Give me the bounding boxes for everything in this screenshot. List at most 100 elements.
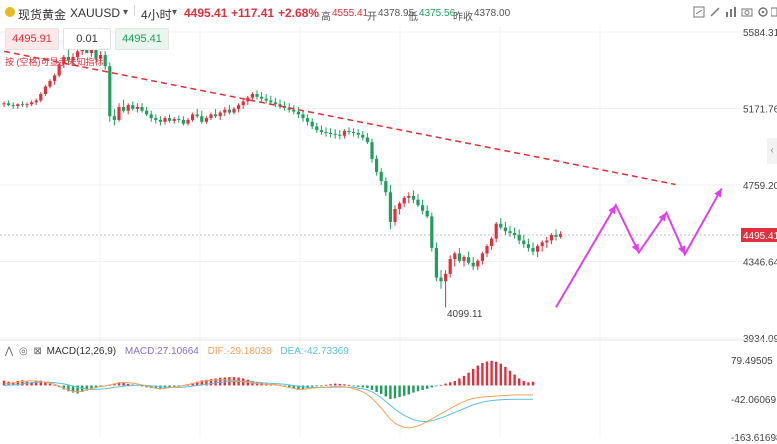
symbol-dropdown-icon[interactable]: ▾ xyxy=(123,7,129,18)
candle-body xyxy=(398,203,402,209)
settings-small-icon[interactable]: ⊠ xyxy=(33,346,42,357)
macd-bar xyxy=(85,385,88,391)
macd-bar xyxy=(403,385,406,396)
sell-button[interactable]: 4495.91 xyxy=(5,28,59,50)
candle-body xyxy=(306,118,310,122)
timeframe-selector[interactable]: 4小时 xyxy=(141,8,172,22)
macd-bar xyxy=(490,360,493,386)
macd-bar xyxy=(173,385,176,387)
macd-bar xyxy=(393,385,397,399)
macd-bar xyxy=(518,378,521,386)
macd-bar xyxy=(352,385,355,387)
expand-panel-chevron-icon[interactable]: ‹ xyxy=(767,138,777,164)
macd-label: MACD: xyxy=(124,346,158,357)
lot-value: 0.01 xyxy=(76,33,98,45)
candle-body xyxy=(43,86,47,94)
timeframe-dropdown-icon[interactable]: ▾ xyxy=(172,7,178,18)
candle-body xyxy=(57,64,61,76)
candle-body xyxy=(508,231,512,234)
candle-body xyxy=(338,134,342,136)
collapse-icon[interactable]: ⋀ xyxy=(5,346,14,357)
candle-body xyxy=(287,107,291,110)
macd-bar xyxy=(347,384,351,386)
top-bar: 现货黄金 XAUUSD ▾ | 4小时 ▾ 4495.41 +117.41 +2… xyxy=(0,0,777,26)
candle-body xyxy=(39,93,43,101)
candle-body xyxy=(209,114,213,119)
candle-body xyxy=(30,102,34,105)
low-annotation: 4099.11 xyxy=(447,309,483,320)
macd-bar xyxy=(113,383,116,386)
macd-bar xyxy=(44,381,47,386)
candle-body xyxy=(140,106,144,111)
open-value: 4378.95 xyxy=(378,8,415,19)
candle-body xyxy=(264,98,268,101)
indicator-icon[interactable] xyxy=(724,6,738,20)
candle-body xyxy=(517,234,521,241)
symbol-code[interactable]: XAUUSD xyxy=(70,6,121,20)
candle-body xyxy=(278,104,282,107)
macd-bar xyxy=(481,363,484,386)
dea-label: DEA: xyxy=(280,346,304,357)
lot-input[interactable]: 0.01 xyxy=(63,28,111,50)
camera-icon[interactable] xyxy=(740,6,754,20)
dif-line xyxy=(3,379,533,429)
candle-body xyxy=(241,101,245,106)
macd-bar xyxy=(214,378,217,386)
candle-body xyxy=(158,119,162,122)
candle-body xyxy=(559,233,563,237)
candle-body xyxy=(388,192,392,222)
symbol-name[interactable]: 现货黄金 xyxy=(18,8,67,22)
buy-button[interactable]: 4495.41 xyxy=(115,28,169,50)
draw-icon[interactable] xyxy=(708,6,722,20)
candle-body xyxy=(361,134,365,138)
macd-bar xyxy=(430,385,433,388)
price-change: +117.41 xyxy=(231,6,275,20)
candle-body xyxy=(103,55,107,67)
macd-lines xyxy=(3,379,534,429)
macd-header: ⋀ ◎ ⊠ MACD(12,26,9) MACD:27.10664 DIF:-2… xyxy=(5,346,349,357)
macd-bar xyxy=(16,381,19,386)
macd-bar xyxy=(2,380,6,386)
hint-text: 按 (空格)可显示未知指标 xyxy=(5,57,104,67)
candle-body xyxy=(154,118,158,120)
macd-bar xyxy=(384,385,387,397)
macd-bar xyxy=(513,374,516,386)
candle-body xyxy=(522,240,526,245)
low-label: 低 xyxy=(408,12,418,23)
macd-bar xyxy=(191,382,194,386)
macd-bar xyxy=(504,366,507,386)
macd-bar xyxy=(329,384,332,386)
projection-arrowhead xyxy=(608,205,616,215)
candle-body xyxy=(11,105,15,107)
candle-body xyxy=(25,104,29,106)
fullscreen-icon[interactable] xyxy=(770,6,777,20)
macd-bar xyxy=(122,382,125,386)
chart-icon[interactable] xyxy=(692,6,706,20)
candle-body xyxy=(135,106,139,109)
macd-bar xyxy=(53,384,56,386)
macd-bar xyxy=(361,385,364,388)
candle-body xyxy=(292,109,296,112)
macd-bar xyxy=(527,382,530,386)
candle-body xyxy=(333,133,337,135)
candle-body xyxy=(191,114,195,120)
macd-bar xyxy=(485,361,489,386)
candle-body xyxy=(402,197,406,204)
candle-body xyxy=(444,273,448,282)
macd-bar xyxy=(449,382,452,386)
macd-bar xyxy=(412,385,415,393)
macd-bar xyxy=(292,385,295,389)
settings-icon[interactable] xyxy=(756,6,770,20)
candle-body xyxy=(204,118,208,122)
candle-body xyxy=(393,208,397,222)
candle-body xyxy=(503,227,507,232)
projection-arrowhead xyxy=(714,188,722,198)
last-price: 4495.41 xyxy=(184,6,228,20)
macd-bar xyxy=(334,383,337,386)
macd-bar xyxy=(343,384,346,386)
visibility-icon[interactable]: ◎ xyxy=(18,346,28,357)
macd-bar xyxy=(495,361,498,386)
macd-histogram xyxy=(2,360,535,399)
